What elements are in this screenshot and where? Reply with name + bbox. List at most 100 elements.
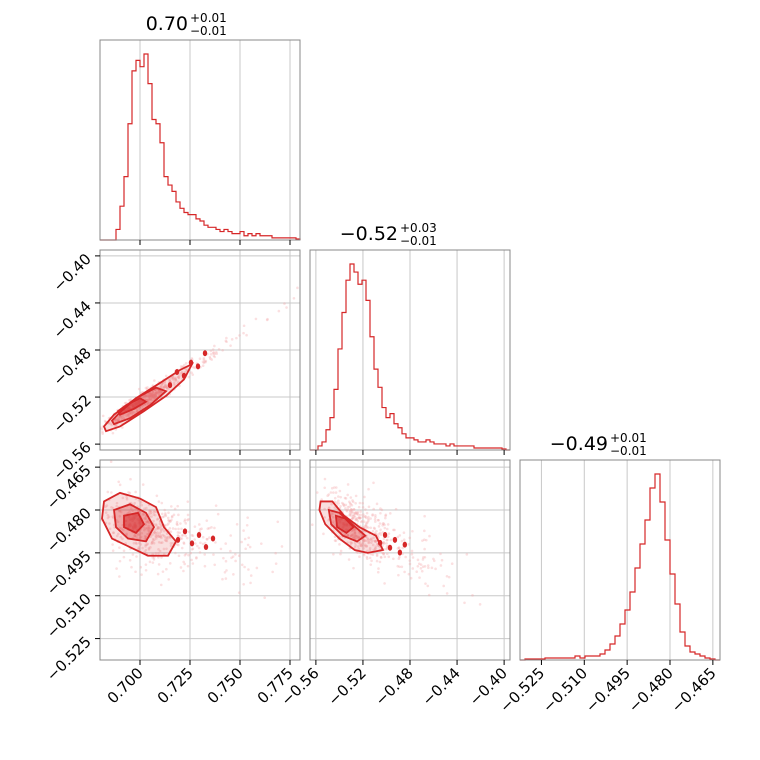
sample-point xyxy=(137,498,141,502)
sample-point xyxy=(407,572,411,576)
sample-point xyxy=(384,513,388,517)
sample-point xyxy=(375,502,379,506)
sample-point xyxy=(150,398,153,402)
sample-point xyxy=(360,533,364,537)
sample-point xyxy=(348,505,352,508)
sample-point xyxy=(162,515,166,518)
sample-point xyxy=(123,401,127,405)
sample-point xyxy=(151,394,154,398)
sample-point xyxy=(152,396,156,400)
sample-point xyxy=(150,394,153,398)
sample-point xyxy=(116,520,120,524)
sample-point xyxy=(150,393,154,396)
sample-point xyxy=(180,546,184,550)
sample-point xyxy=(173,507,177,511)
sample-point xyxy=(156,526,160,530)
sample-point xyxy=(159,525,163,528)
sample-point xyxy=(143,397,146,400)
sample-point xyxy=(94,519,97,522)
sample-point xyxy=(135,409,139,413)
axes-frame xyxy=(99,39,301,241)
sample-point xyxy=(371,539,374,542)
sample-point xyxy=(358,555,361,559)
sample-point xyxy=(385,538,388,542)
sample-point xyxy=(204,360,207,364)
contour-island xyxy=(392,536,398,543)
sample-point xyxy=(174,377,177,381)
sample-point xyxy=(330,502,333,506)
sample-point xyxy=(167,511,170,515)
sample-point xyxy=(183,553,187,557)
sample-point xyxy=(428,534,431,538)
sample-point xyxy=(174,379,178,382)
sample-point xyxy=(163,383,167,386)
sample-point xyxy=(201,535,205,539)
sample-point xyxy=(285,306,288,309)
sample-point xyxy=(156,572,160,576)
sample-point xyxy=(147,395,151,398)
sample-point xyxy=(195,557,198,560)
sample-point xyxy=(379,533,383,536)
sample-point xyxy=(154,391,158,395)
sample-point xyxy=(350,529,354,533)
param-title-plus: +0.01 xyxy=(610,431,647,445)
sample-point xyxy=(118,546,121,549)
sample-point xyxy=(183,363,186,367)
sample-point xyxy=(394,507,398,511)
sample-point xyxy=(385,527,389,531)
sample-point xyxy=(118,526,122,530)
sample-point xyxy=(398,555,401,559)
sample-point xyxy=(154,394,158,397)
sample-point xyxy=(134,541,138,545)
sample-point xyxy=(339,495,342,499)
sample-point xyxy=(372,526,376,530)
sample-point xyxy=(146,394,150,398)
sample-point xyxy=(152,395,155,399)
sample-point xyxy=(170,518,173,522)
sample-point xyxy=(156,533,160,537)
sample-point xyxy=(150,541,154,545)
sample-point xyxy=(407,543,411,546)
sample-point xyxy=(362,539,365,543)
sample-point xyxy=(172,513,176,517)
sample-point xyxy=(166,516,170,520)
sample-point xyxy=(202,361,206,365)
sample-point xyxy=(92,428,95,431)
sample-point xyxy=(144,568,148,572)
sample-point xyxy=(127,491,130,494)
sample-point xyxy=(230,556,233,560)
sample-point xyxy=(164,383,168,387)
sample-point xyxy=(370,541,373,544)
sample-point xyxy=(338,489,342,493)
param-title-value: 0.70 xyxy=(146,13,188,35)
sample-point xyxy=(277,309,281,313)
sample-point xyxy=(168,379,172,383)
sample-point xyxy=(154,552,158,555)
sample-point xyxy=(186,536,189,540)
sample-point xyxy=(161,515,164,519)
sample-point xyxy=(193,366,197,370)
sample-point xyxy=(119,510,123,514)
sample-point xyxy=(358,517,361,520)
sample-point xyxy=(234,553,237,556)
sample-point xyxy=(156,392,159,395)
sample-point xyxy=(368,538,371,542)
sample-point xyxy=(363,544,367,548)
sample-point xyxy=(350,508,354,512)
sample-point xyxy=(154,392,158,395)
contour-island xyxy=(181,372,187,379)
sample-point xyxy=(167,578,171,581)
sample-point xyxy=(249,581,252,585)
sample-point xyxy=(357,513,360,517)
sample-point xyxy=(364,524,368,528)
sample-point xyxy=(201,542,205,546)
sample-point xyxy=(196,544,199,548)
sample-point xyxy=(205,537,209,541)
sample-point xyxy=(166,537,169,541)
sample-point xyxy=(186,500,190,503)
sample-point xyxy=(198,357,202,361)
histogram-line xyxy=(310,263,510,451)
sample-point xyxy=(384,514,387,518)
sample-point xyxy=(121,537,124,541)
axes-frame xyxy=(99,459,301,661)
